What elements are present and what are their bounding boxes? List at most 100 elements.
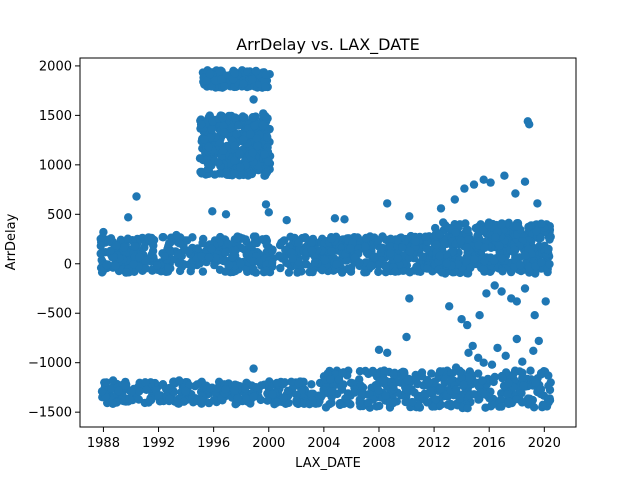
data-point — [521, 251, 530, 260]
data-point — [96, 241, 106, 251]
data-point — [259, 109, 268, 118]
data-point — [249, 392, 258, 401]
data-point — [120, 381, 130, 390]
data-point — [250, 121, 259, 130]
data-point — [218, 146, 228, 155]
data-point — [330, 214, 340, 223]
data-point — [393, 254, 403, 263]
data-point — [147, 233, 156, 243]
data-point — [119, 242, 129, 252]
data-point — [402, 332, 411, 342]
x-tick-label: 2004 — [307, 436, 340, 451]
data-point — [218, 113, 227, 123]
y-tick-label: 1500 — [39, 109, 72, 124]
data-point — [294, 238, 303, 248]
data-point — [228, 252, 237, 262]
data-point — [462, 243, 471, 252]
data-point — [141, 378, 150, 387]
data-point — [230, 141, 239, 151]
data-point — [284, 268, 294, 277]
data-point — [534, 336, 543, 346]
data-point — [253, 141, 262, 151]
y-tick-label: −1000 — [28, 356, 72, 371]
data-point — [437, 268, 447, 277]
data-point — [469, 390, 479, 399]
data-point — [219, 128, 229, 137]
data-point — [436, 384, 445, 394]
data-point — [435, 367, 445, 376]
data-point — [497, 287, 506, 296]
data-point — [446, 399, 455, 409]
data-point — [221, 267, 230, 276]
data-point — [389, 370, 398, 379]
data-point — [212, 384, 222, 393]
data-point — [543, 245, 553, 255]
data-point — [487, 400, 497, 410]
data-point — [279, 393, 288, 402]
data-point — [537, 219, 546, 228]
data-point — [251, 383, 261, 392]
x-tick-label: 2008 — [362, 436, 395, 451]
data-point — [249, 364, 258, 373]
data-point — [108, 376, 118, 385]
data-point — [135, 252, 144, 262]
data-point — [338, 368, 347, 378]
data-point — [263, 132, 272, 142]
data-point — [99, 227, 108, 237]
data-point — [335, 400, 345, 410]
data-point — [308, 267, 317, 277]
data-point — [374, 345, 384, 354]
data-point — [491, 233, 500, 242]
data-point — [261, 200, 271, 209]
data-point — [202, 76, 211, 86]
data-point — [219, 121, 228, 130]
data-point — [442, 259, 452, 268]
x-tick-label: 1992 — [142, 436, 175, 451]
data-point — [197, 396, 206, 405]
data-point — [510, 245, 519, 255]
data-point — [276, 263, 285, 273]
data-point — [455, 394, 464, 404]
data-point — [524, 262, 534, 272]
data-point — [197, 167, 206, 177]
data-point — [536, 233, 545, 243]
data-point — [355, 398, 364, 407]
data-point — [258, 120, 268, 130]
data-point — [198, 267, 208, 276]
data-point — [479, 225, 488, 235]
data-point — [497, 402, 506, 411]
y-tick-label: 1000 — [39, 158, 72, 173]
data-point — [463, 320, 472, 330]
data-point — [511, 189, 520, 198]
data-point — [294, 257, 303, 267]
data-point — [386, 249, 395, 258]
data-point — [533, 199, 542, 208]
data-point — [112, 241, 121, 250]
data-point — [536, 258, 546, 267]
data-point — [525, 120, 534, 129]
data-point — [249, 95, 258, 104]
data-point — [236, 259, 245, 268]
data-point — [526, 366, 535, 375]
data-point — [484, 220, 493, 229]
data-point — [174, 259, 183, 268]
data-point — [241, 384, 250, 394]
data-point — [424, 377, 434, 387]
data-point — [440, 239, 449, 248]
data-point — [287, 377, 296, 386]
data-point — [376, 244, 386, 253]
data-point — [198, 238, 207, 248]
x-tick-label: 2020 — [528, 436, 561, 451]
data-point — [480, 390, 490, 399]
data-point — [248, 113, 257, 122]
data-point — [134, 395, 143, 404]
data-point — [517, 398, 527, 407]
data-point — [466, 263, 475, 273]
data-point — [436, 400, 446, 409]
data-point — [160, 252, 169, 261]
data-point — [283, 386, 293, 395]
y-tick-label: −1500 — [28, 406, 72, 421]
data-point — [261, 70, 271, 80]
data-point — [486, 178, 495, 187]
data-point — [487, 360, 497, 369]
